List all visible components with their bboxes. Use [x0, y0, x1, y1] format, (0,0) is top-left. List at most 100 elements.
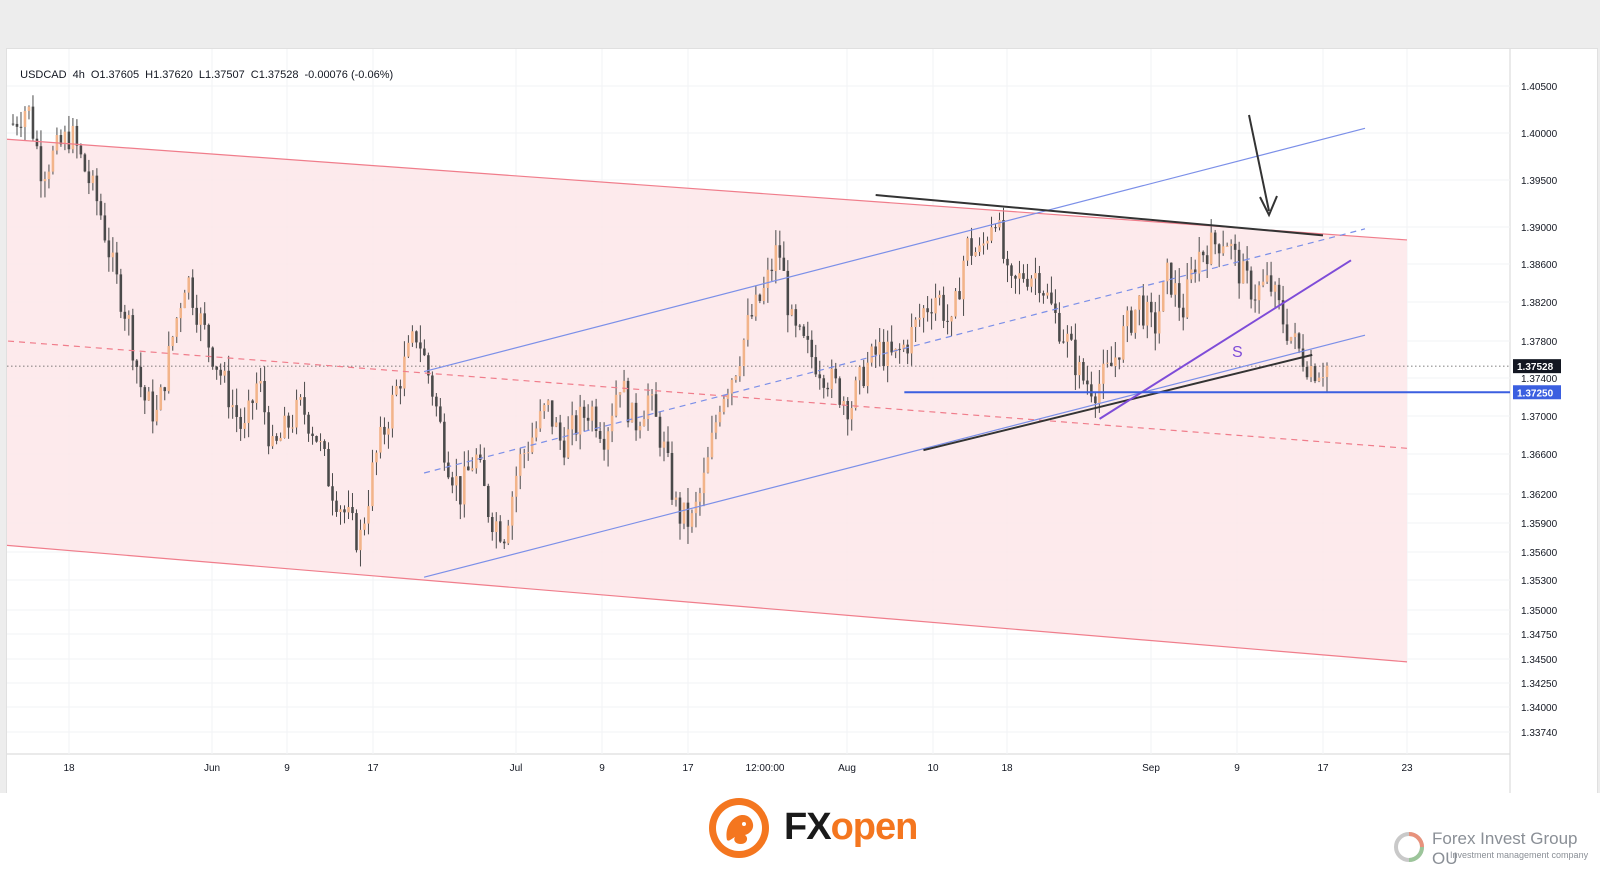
candle-body: [798, 325, 802, 327]
candle-body: [782, 257, 786, 271]
candle-body: [483, 459, 486, 486]
candle-body: [1245, 261, 1249, 271]
y-tick-label: 1.35000: [1521, 606, 1558, 617]
candle-body: [866, 362, 869, 387]
candle-body: [678, 497, 682, 524]
candle-body: [1038, 273, 1041, 294]
interval-label[interactable]: 4h: [72, 69, 85, 81]
candle-body: [902, 344, 905, 350]
candle-body: [762, 287, 766, 301]
candle-body: [1145, 301, 1149, 326]
candle-body: [51, 150, 55, 172]
candle-body: [195, 307, 198, 325]
candle-body: [167, 346, 171, 392]
candle-body: [718, 411, 722, 423]
candle-body: [383, 426, 386, 435]
candle-body: [1018, 273, 1021, 279]
candle-body: [399, 386, 402, 389]
candle-body: [842, 400, 846, 405]
candle-body: [566, 429, 570, 458]
candle-body: [295, 399, 298, 428]
candle-body: [990, 227, 993, 241]
trendline-6: [875, 194, 1324, 237]
support-price-tag: [1513, 385, 1561, 400]
candle-body: [786, 270, 790, 316]
candle-body: [107, 240, 111, 258]
candle-body: [1149, 301, 1153, 313]
candle-body: [834, 368, 838, 379]
trendline-1: [7, 544, 1408, 663]
candle-body: [558, 422, 562, 441]
candle-body: [287, 415, 290, 428]
chart-plot[interactable]: S 1.40500 1.40000 1.39500 1.39000 1.38600 1.38…: [7, 49, 1597, 794]
candle-body: [538, 411, 542, 429]
y-tick-label: 1.34250: [1521, 679, 1558, 690]
candle-body: [451, 477, 454, 486]
x-tick-label: 17: [367, 763, 379, 774]
candle-body: [706, 457, 710, 473]
candle-body: [331, 486, 334, 501]
candle-body: [1241, 261, 1245, 284]
candle-body: [722, 398, 726, 412]
candle-body: [666, 441, 670, 453]
candle-body: [1050, 292, 1053, 304]
y-tick-label: 1.39000: [1521, 223, 1558, 234]
candle-body: [219, 369, 222, 376]
candle-body: [239, 416, 242, 429]
candle-body: [47, 171, 51, 180]
candle-body: [1026, 278, 1029, 287]
candle-body: [147, 391, 151, 401]
candle-body: [1313, 366, 1317, 382]
y-tick-label: 1.35300: [1521, 576, 1558, 587]
candle-body: [1201, 251, 1205, 256]
trendline-3: [423, 127, 1366, 373]
candle-body: [235, 405, 238, 417]
candle-body: [419, 342, 422, 349]
candle-body: [634, 402, 638, 431]
candle-body: [714, 422, 718, 433]
candle-body: [502, 541, 506, 544]
candle-body: [1138, 295, 1141, 310]
y-tick-label: 1.37400: [1521, 374, 1558, 385]
company-name: Forex Invest Group OU: [1432, 829, 1578, 868]
candle-body: [946, 320, 949, 322]
candle-body: [982, 243, 985, 246]
y-tick-label: 1.35600: [1521, 548, 1558, 559]
candle-body: [494, 521, 498, 533]
candle-body: [978, 245, 981, 252]
candle-body: [910, 327, 913, 354]
symbol-label[interactable]: USDCAD: [20, 69, 67, 81]
candle-body: [858, 366, 861, 381]
trendline-0: [7, 138, 1408, 241]
candle-body: [415, 331, 418, 343]
candle-body: [1293, 333, 1297, 338]
candle-body: [906, 344, 909, 354]
candle-body: [1098, 383, 1101, 404]
candle-body: [95, 175, 99, 202]
candle-body: [151, 391, 155, 422]
candle-body: [1305, 366, 1309, 378]
y-tick-label: 1.39500: [1521, 176, 1558, 187]
candle-body: [1153, 312, 1157, 334]
x-tick-label: 10: [927, 763, 939, 774]
candle-body: [986, 240, 989, 244]
candle-body: [942, 294, 945, 321]
candle-body: [67, 131, 71, 150]
candle-body: [998, 220, 1001, 228]
candle-body: [974, 251, 977, 256]
brand-fx: FX: [784, 806, 832, 848]
candle-body: [626, 380, 630, 423]
candle-body: [407, 342, 410, 357]
candle-body: [602, 438, 606, 450]
candle-body: [143, 387, 147, 401]
candle-body: [658, 416, 662, 448]
candle-body: [510, 496, 514, 526]
candle-body: [766, 269, 770, 288]
candle-body: [1253, 299, 1257, 301]
candle-body: [1277, 284, 1281, 301]
candle-body: [1265, 275, 1269, 282]
candle-body: [1046, 292, 1049, 296]
candle-body: [471, 468, 474, 471]
candle-body: [475, 454, 478, 469]
candle-body: [59, 135, 63, 145]
